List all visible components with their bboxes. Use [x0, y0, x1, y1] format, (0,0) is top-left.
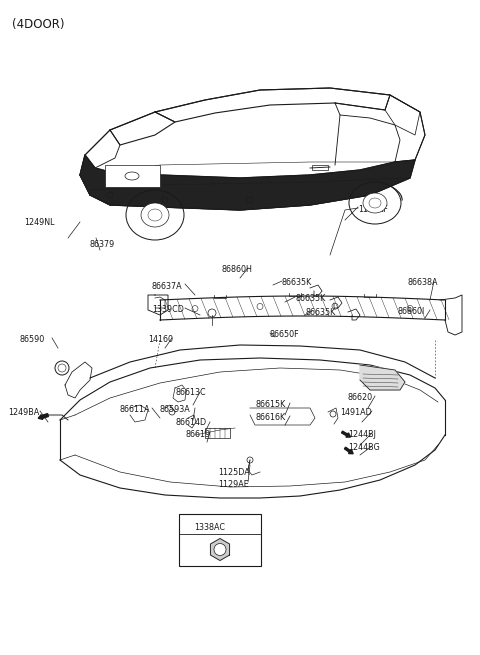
FancyArrow shape: [345, 447, 353, 454]
Text: 86860I: 86860I: [398, 307, 425, 316]
Polygon shape: [80, 155, 415, 210]
Text: 86635K: 86635K: [282, 278, 312, 287]
Text: 86620: 86620: [348, 393, 373, 402]
Text: 1125KF: 1125KF: [358, 205, 388, 214]
FancyBboxPatch shape: [179, 514, 261, 566]
Text: 86613C: 86613C: [175, 388, 205, 397]
FancyArrow shape: [341, 431, 351, 437]
Circle shape: [214, 544, 226, 555]
Text: 86635K: 86635K: [305, 308, 335, 317]
Bar: [105, 165, 160, 187]
Polygon shape: [210, 538, 229, 561]
Text: 1244BJ: 1244BJ: [348, 430, 376, 439]
Text: 1129AE: 1129AE: [218, 480, 249, 489]
Text: (4DOOR): (4DOOR): [12, 18, 64, 31]
Text: 14160: 14160: [148, 335, 173, 344]
Text: 86593A: 86593A: [160, 405, 191, 414]
Text: 1249BA: 1249BA: [8, 408, 39, 417]
Text: 86590: 86590: [20, 335, 45, 344]
Text: 86860H: 86860H: [222, 265, 253, 274]
Text: 1249NL: 1249NL: [24, 218, 55, 227]
Ellipse shape: [363, 193, 387, 213]
Polygon shape: [360, 365, 405, 390]
Bar: [205, 428, 230, 438]
Text: 86635K: 86635K: [295, 294, 325, 303]
Text: 1338AC: 1338AC: [194, 523, 225, 532]
Ellipse shape: [141, 203, 169, 227]
Bar: [312, 165, 328, 170]
Text: 1491AD: 1491AD: [340, 408, 372, 417]
Text: 86614D: 86614D: [175, 418, 206, 427]
Text: 86619: 86619: [185, 430, 210, 439]
Text: 1125DA: 1125DA: [218, 468, 250, 477]
Text: 86615K: 86615K: [255, 400, 285, 409]
Text: 1244BG: 1244BG: [348, 443, 380, 452]
Text: 86638A: 86638A: [408, 278, 439, 287]
Text: 86650F: 86650F: [270, 330, 300, 339]
Text: 86379: 86379: [90, 240, 115, 249]
Text: 86637A: 86637A: [152, 282, 182, 291]
Text: 86616K: 86616K: [255, 413, 285, 422]
FancyArrow shape: [38, 413, 48, 419]
Text: 1339CD: 1339CD: [152, 305, 184, 314]
Text: 86611A: 86611A: [120, 405, 151, 414]
